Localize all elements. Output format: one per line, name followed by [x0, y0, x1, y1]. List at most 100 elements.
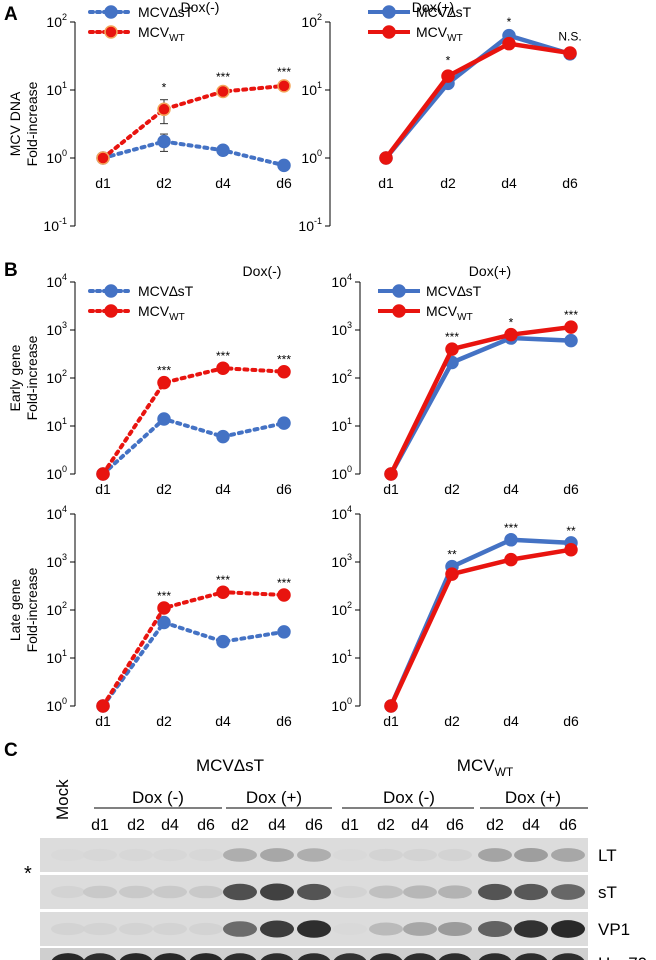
- panel-letter-c: C: [4, 740, 18, 761]
- data-point-wt: [445, 567, 459, 581]
- x-tick-label: d6: [276, 175, 292, 191]
- significance-label: ***: [564, 308, 578, 322]
- blot-band: [260, 920, 294, 938]
- series-line-dst: [384, 33, 571, 160]
- x-tick-label: d1: [95, 481, 111, 497]
- y-tick-label: 10-1: [298, 216, 322, 234]
- blot-group-dst: MCVΔsT: [196, 756, 264, 775]
- x-tick-label: d4: [215, 175, 231, 191]
- blot-row-label: Hsp70: [598, 954, 647, 960]
- y-tick-label: 104: [331, 272, 352, 290]
- y-tick-label: 103: [46, 320, 67, 338]
- y-tick-label: 101: [331, 648, 352, 666]
- data-point-wt: [277, 79, 291, 93]
- significance-label: ***: [157, 589, 171, 603]
- data-point-wt: [216, 585, 230, 599]
- legend-label-dst: MCV∆sT: [416, 4, 472, 20]
- blot-group-wt-prefix: MCV: [457, 756, 495, 775]
- blot-band: [551, 920, 585, 938]
- data-point-wt: [277, 364, 291, 379]
- data-point-wt: [563, 46, 577, 60]
- significance-label: *: [162, 81, 167, 95]
- legend-label-wt: MCVWT: [138, 24, 185, 44]
- blot-band: [478, 921, 512, 937]
- y-tick-label: 103: [331, 320, 352, 338]
- series-line-dst: [101, 620, 286, 708]
- data-point-dst: [216, 429, 230, 444]
- blot-band: [189, 922, 223, 936]
- series-line-dst: [101, 139, 286, 168]
- legend-marker-wt: [392, 304, 406, 318]
- significance-label: ***: [277, 576, 291, 590]
- chart-title: Dox(-): [181, 0, 220, 15]
- data-point-wt: [379, 151, 393, 165]
- legend-label-dst: MCV∆sT: [138, 283, 194, 299]
- significance-label: ***: [216, 70, 230, 84]
- series-line-wt: [388, 324, 572, 475]
- blot-lane-labels: d1 d2 d4 d6 d2 d4 d6 d1 d2 d4 d6 d2 d4 d6: [91, 817, 577, 834]
- legend-label-wt: MCVWT: [426, 303, 473, 323]
- blot-row-label: LT: [598, 846, 617, 865]
- significance-label: *: [507, 15, 512, 29]
- blot-mock-label: Mock: [53, 779, 72, 820]
- data-point-dst: [157, 615, 171, 630]
- y-axis-label: Late geneFold-increase: [7, 567, 40, 652]
- x-tick-label: d4: [503, 481, 519, 497]
- blot-band: [51, 953, 85, 960]
- y-tick-label: 102: [46, 12, 67, 30]
- data-point-wt: [504, 327, 518, 342]
- legend-label-wt: MCVWT: [416, 24, 463, 44]
- legend-label-dst: MCV∆sT: [426, 283, 482, 299]
- blot-band: [333, 848, 367, 862]
- blot-band: [153, 885, 187, 899]
- chart-b-early-dox-minus: 100 101 102 103 104 d1 d2 d4 d6 Early geneFold-in…: [7, 263, 292, 497]
- data-point-wt: [564, 320, 578, 334]
- blot-lane-label: d4: [522, 817, 540, 834]
- data-point-wt: [502, 36, 516, 51]
- significance-label: *: [509, 316, 514, 330]
- blot-lane-label: d2: [127, 817, 145, 834]
- y-tick-label: 102: [46, 368, 67, 386]
- x-tick-label: d6: [563, 713, 579, 729]
- blot-band: [83, 953, 117, 960]
- series-line-dst: [389, 335, 572, 476]
- legend-label-dst: MCV∆sT: [138, 4, 194, 20]
- x-tick-label: d6: [276, 713, 292, 729]
- blot-lane-label: d1: [91, 817, 109, 834]
- data-point-wt: [445, 342, 459, 356]
- x-tick-label: d1: [383, 713, 399, 729]
- blot-band: [189, 953, 223, 960]
- data-point-dst: [157, 412, 171, 426]
- blot-band: [297, 953, 331, 960]
- y-tick-label: 101: [46, 80, 67, 98]
- y-tick-label: 103: [46, 552, 67, 570]
- blot-band: [119, 953, 153, 960]
- y-tick-label: 100: [331, 464, 352, 482]
- data-point-wt: [96, 467, 110, 481]
- blot-band: [119, 922, 153, 936]
- legend-marker-wt: [104, 304, 118, 318]
- blot-band: [369, 848, 403, 862]
- x-tick-label: d1: [383, 481, 399, 497]
- blot-band: [551, 953, 585, 960]
- data-point-dst: [277, 416, 291, 430]
- legend-marker-dst: [382, 5, 396, 19]
- significance-label: *: [446, 54, 451, 68]
- legend-marker-wt: [382, 25, 396, 39]
- legend-marker-dst: [104, 284, 118, 298]
- blot-band: [514, 920, 548, 938]
- significance-label: **: [447, 548, 457, 562]
- y-axis-label: MCV DNAFold-increase: [7, 81, 40, 166]
- panel-letter-b: B: [4, 260, 18, 281]
- blot-band: [83, 848, 117, 862]
- y-tick-label: 10-1: [43, 216, 67, 234]
- y-tick-label: 100: [46, 696, 67, 714]
- significance-label: ***: [216, 349, 230, 363]
- blot-dox-plus-1: Dox (+): [246, 788, 302, 807]
- blot-band: [83, 922, 117, 936]
- blot-lane-label: d4: [161, 817, 179, 834]
- x-tick-label: d6: [276, 481, 292, 497]
- data-point-wt: [157, 601, 171, 615]
- y-tick-label: 100: [301, 148, 322, 166]
- blot-band: [438, 848, 472, 862]
